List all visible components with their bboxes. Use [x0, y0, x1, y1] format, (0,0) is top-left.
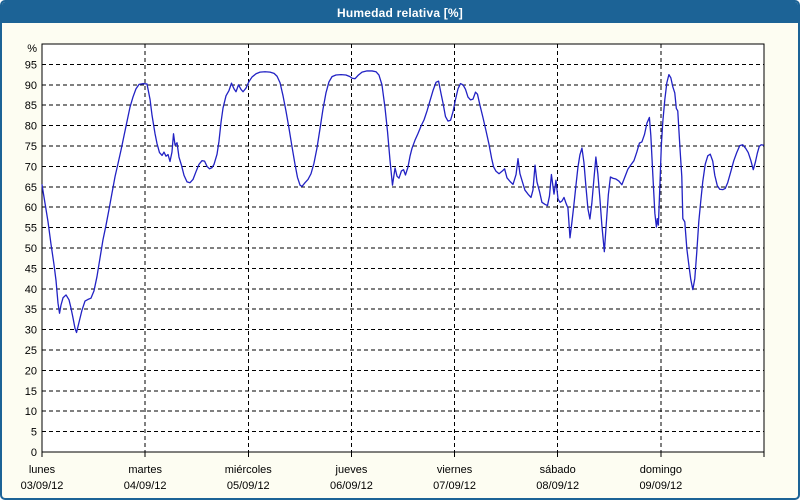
axis-ticks	[41, 452, 765, 457]
y-tick-label: 95	[25, 59, 37, 71]
axis-labels: 0 5 10 15 20 25 30 35 40 45 50 55 60 65 70 75 80 85 90 95% l…	[21, 43, 683, 492]
grid-lines	[42, 44, 764, 452]
y-tick-label: 20	[25, 365, 37, 377]
y-tick-label: 55	[25, 223, 37, 235]
y-tick-label: 80	[25, 121, 37, 133]
x-day-date: 06/09/12	[330, 480, 373, 492]
x-day-date: 09/09/12	[639, 480, 682, 492]
x-day-name: martes	[128, 464, 162, 476]
y-axis-unit-label: %	[27, 43, 37, 55]
y-tick-label: 70	[25, 161, 37, 173]
chart-title: Humedad relativa [%]	[336, 5, 464, 20]
x-day-date: 07/09/12	[433, 480, 476, 492]
y-tick-label: 10	[25, 406, 37, 418]
x-day-name: lunes	[29, 464, 56, 476]
y-tick-label: 35	[25, 304, 37, 316]
humidity-line	[41, 70, 764, 334]
x-day-date: 05/09/12	[227, 480, 270, 492]
x-day-name: miércoles	[225, 464, 273, 476]
x-day-date: 03/09/12	[21, 480, 64, 492]
y-tick-label: 25	[25, 345, 37, 357]
x-day-name: domingo	[640, 464, 682, 476]
y-tick-label: 5	[31, 427, 37, 439]
x-day-date: 08/09/12	[536, 480, 579, 492]
y-tick-label: 30	[25, 325, 37, 337]
title-bar: Humedad relativa [%]	[2, 2, 798, 23]
y-tick-label: 40	[25, 284, 37, 296]
x-day-name: jueves	[335, 464, 368, 476]
y-tick-label: 85	[25, 100, 37, 112]
y-tick-label: 15	[25, 386, 37, 398]
y-tick-label: 45	[25, 263, 37, 275]
y-tick-label: 0	[31, 447, 37, 459]
x-day-name: sábado	[540, 464, 576, 476]
y-tick-label: 60	[25, 202, 37, 214]
y-tick-label: 90	[25, 80, 37, 92]
x-day-date: 04/09/12	[124, 480, 167, 492]
y-tick-label: 50	[25, 243, 37, 255]
x-day-name: viernes	[437, 464, 473, 476]
y-tick-label: 65	[25, 182, 37, 194]
y-tick-label: 75	[25, 141, 37, 153]
